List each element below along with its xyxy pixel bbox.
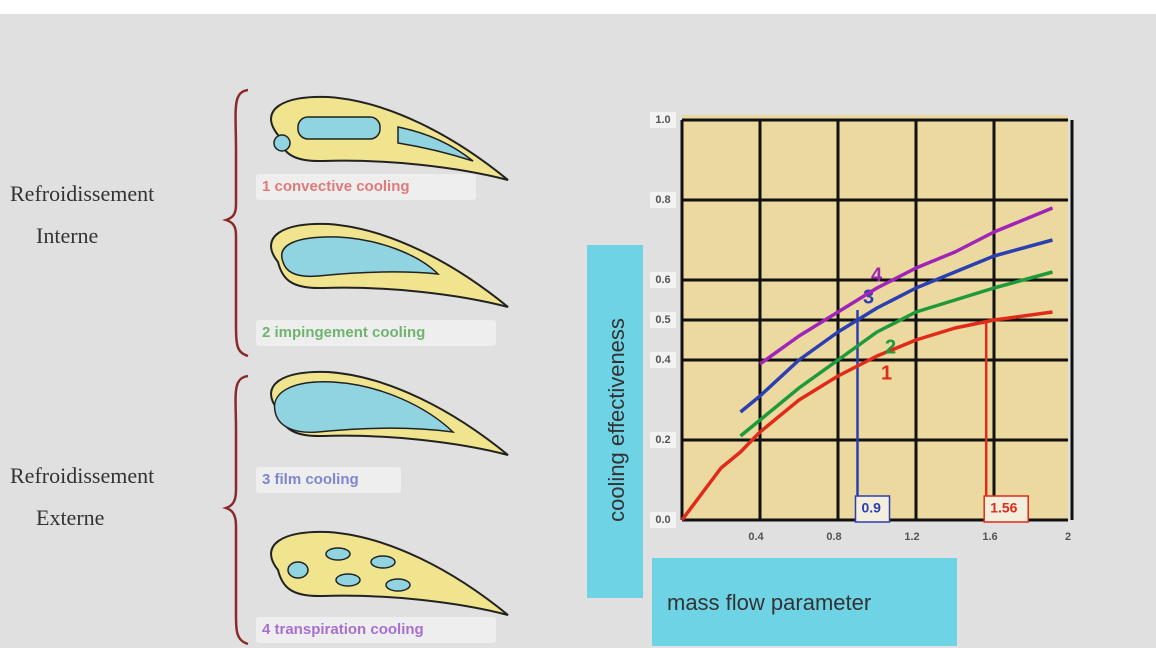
cooling-label: 4 transpiration cooling — [262, 621, 424, 638]
x-tick-label: 0.8 — [826, 531, 841, 543]
cooling-label: 2 impingement cooling — [262, 324, 425, 341]
y-tick-label: 0.8 — [655, 194, 670, 206]
y-tick-label: 0.0 — [655, 514, 670, 526]
x-tick-label: 1.6 — [982, 531, 997, 543]
section-label: Refroidissement — [10, 181, 154, 206]
series-label: 1 — [881, 362, 892, 384]
top-strip — [0, 0, 1156, 14]
y-tick-label: 0.5 — [655, 314, 670, 326]
cooling-label: 3 film cooling — [262, 471, 359, 488]
section-label: Refroidissement — [10, 463, 154, 488]
y-tick-label: 1.0 — [655, 114, 670, 126]
section-label: Externe — [36, 505, 104, 530]
x-tick-label: 0.4 — [748, 531, 764, 543]
y-tick-label: 0.4 — [655, 354, 671, 366]
y-axis-label: cooling effectiveness — [604, 318, 629, 522]
x-tick-label: 2 — [1065, 531, 1071, 543]
slide: Refroidissement Interne Refroidissement … — [0, 0, 1156, 648]
annotation-label: 0.9 — [862, 500, 882, 516]
cooling-label: 1 convective cooling — [262, 178, 410, 195]
x-tick-label: 1.2 — [904, 531, 919, 543]
annotation-label: 1.56 — [990, 500, 1017, 516]
y-tick-label: 0.2 — [655, 434, 670, 446]
y-tick-label: 0.6 — [655, 274, 670, 286]
series-label: 2 — [885, 336, 896, 358]
section-label: Interne — [36, 223, 98, 248]
series-label: 4 — [871, 264, 883, 286]
x-axis-label: mass flow parameter — [667, 590, 871, 615]
